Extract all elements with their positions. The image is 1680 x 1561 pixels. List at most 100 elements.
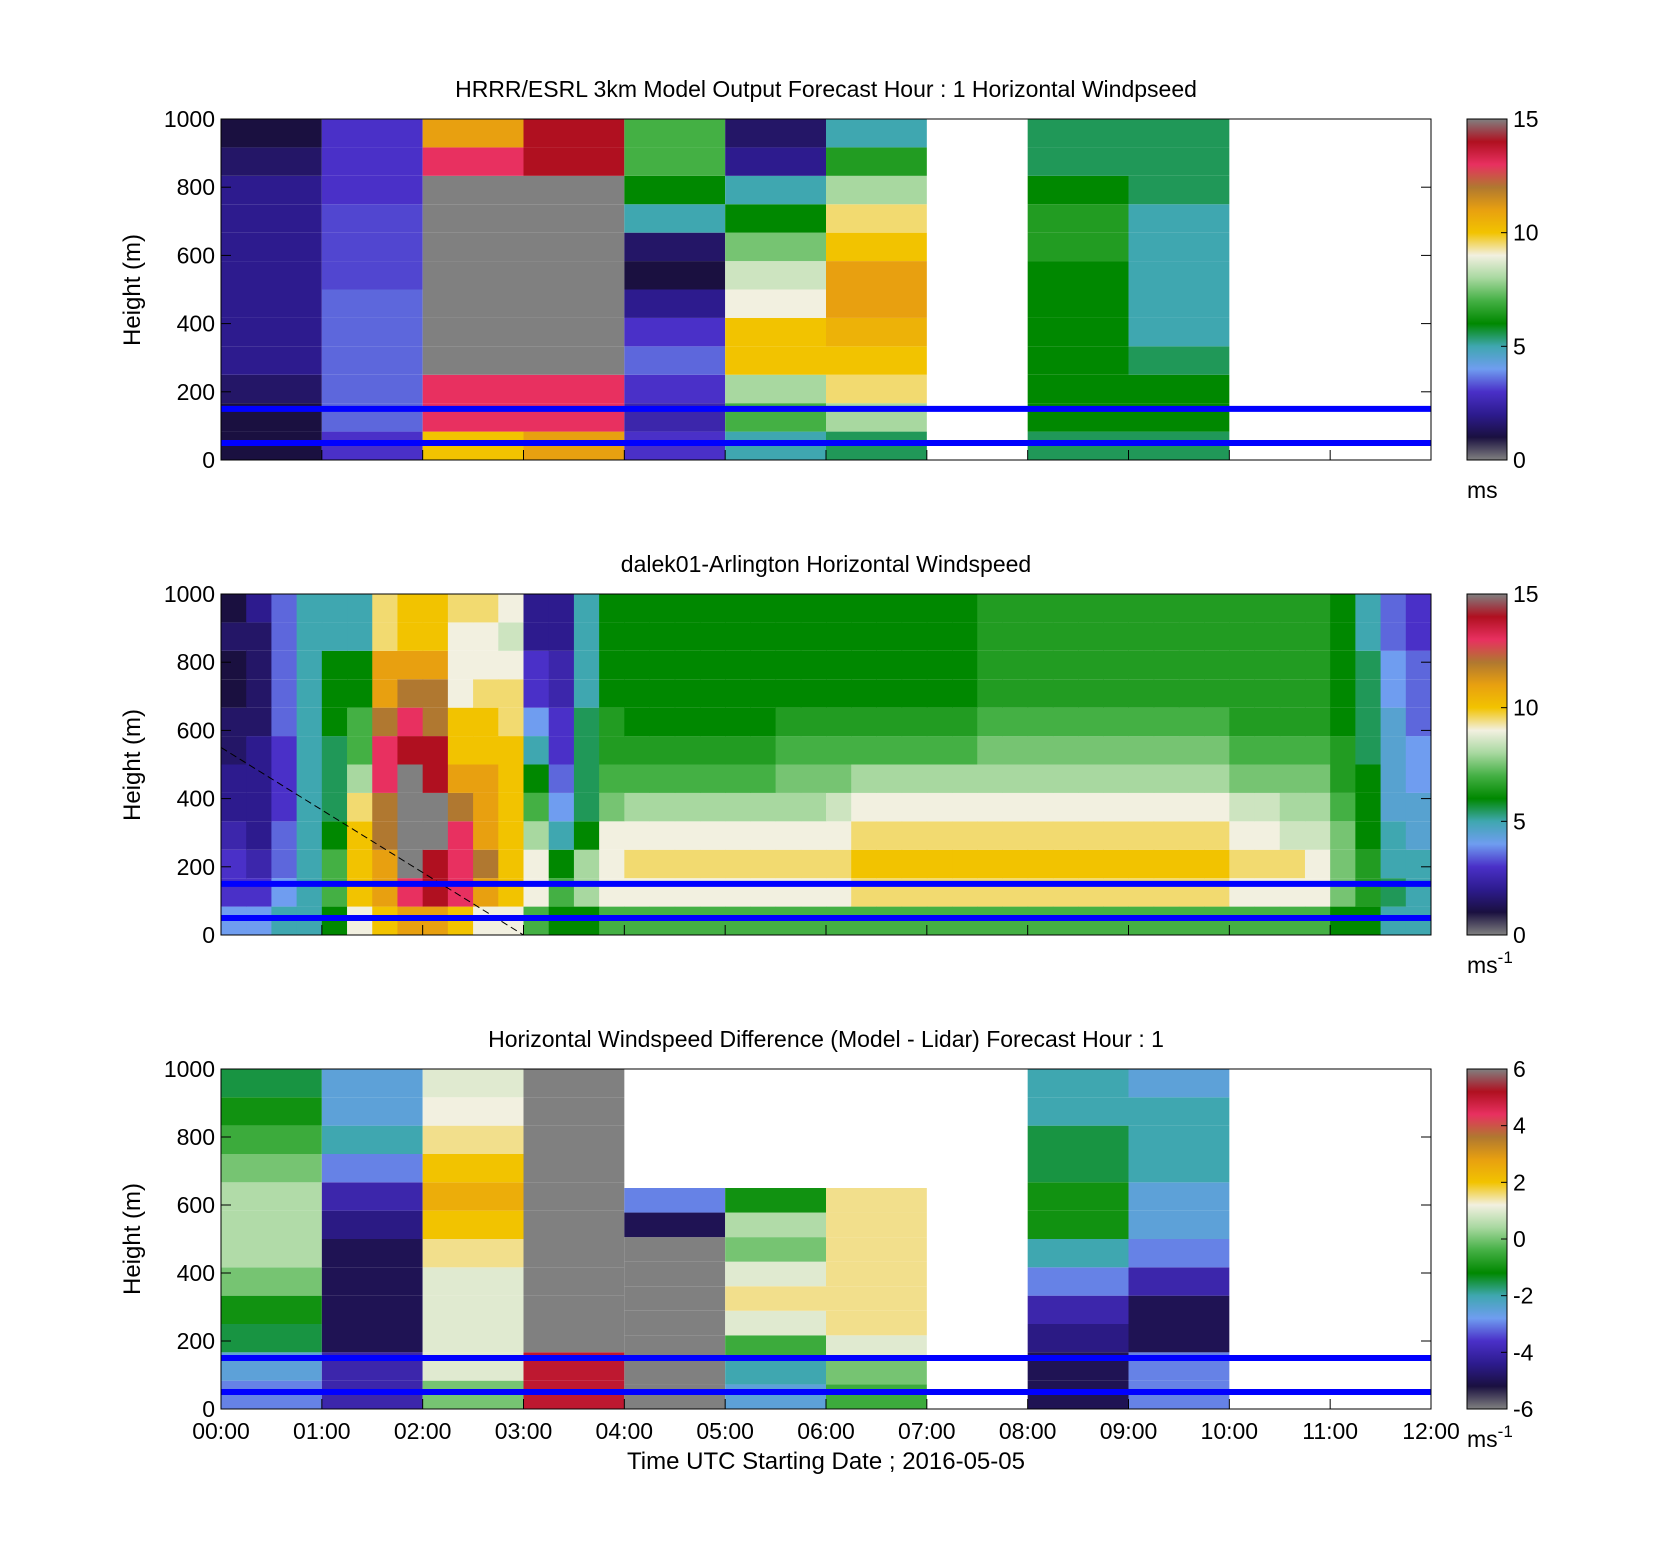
heatmap-cell: [523, 792, 550, 822]
heatmap-cell: [523, 119, 625, 148]
heatmap-cell: [1052, 707, 1079, 737]
heatmap-cell: [851, 707, 877, 737]
heatmap-cell: [876, 792, 903, 822]
heatmap-cell: [725, 289, 826, 318]
panel-2-y-ticks: 0 200 400 600 800 1000: [164, 581, 1431, 948]
heatmap-cell: [926, 821, 953, 850]
y-tick-label: 200: [177, 379, 215, 405]
heatmap-cell: [573, 622, 600, 651]
colorbar-unit-label: ms: [1467, 477, 1498, 503]
heatmap-cell: [826, 232, 927, 262]
x-tick-label: 12:00: [1402, 1418, 1460, 1444]
heatmap-cell: [1128, 1154, 1230, 1183]
heatmap-cell: [548, 594, 575, 623]
heatmap-cell: [826, 707, 852, 737]
heatmap-cell: [750, 679, 777, 708]
panel-1-reference-lines: [221, 405, 1431, 446]
heatmap-cell: [523, 346, 625, 375]
heatmap-cell: [296, 594, 323, 623]
heatmap-cell: [1330, 792, 1356, 822]
heatmap-cell: [321, 1210, 423, 1239]
heatmap-cell: [372, 622, 398, 651]
heatmap-cell: [725, 679, 751, 708]
heatmap-cell: [1380, 764, 1407, 793]
heatmap-cell: [725, 119, 826, 148]
x-tick-label: 08:00: [999, 1418, 1057, 1444]
heatmap-cell: [1204, 707, 1230, 737]
heatmap-cell: [926, 849, 953, 879]
colorbar-tick-label: 6: [1513, 1056, 1526, 1082]
heatmap-cell: [826, 622, 852, 651]
heatmap-cell: [1204, 594, 1230, 623]
heatmap-cell: [750, 622, 777, 651]
heatmap-cell: [271, 821, 298, 850]
heatmap-cell: [523, 261, 625, 290]
heatmap-cell: [1355, 650, 1382, 680]
heatmap-cell: [221, 821, 247, 850]
heatmap-cell: [624, 175, 726, 205]
heatmap-cell: [1178, 736, 1205, 765]
colorbar-tick-label: 15: [1513, 581, 1539, 607]
heatmap-cell: [498, 792, 524, 822]
heatmap-cell: [826, 1384, 927, 1409]
heatmap-cell: [422, 204, 524, 233]
heatmap-cell: [498, 707, 524, 737]
heatmap-cell: [1380, 707, 1407, 737]
heatmap-cell: [372, 650, 398, 680]
heatmap-cell: [1002, 764, 1029, 793]
heatmap-cell: [775, 707, 802, 737]
panel-lidar-windspeed: dalek01-Arlington Horizontal Windspeed 0…: [119, 551, 1539, 978]
heatmap-cell: [447, 594, 474, 623]
heatmap-cell: [826, 317, 927, 347]
heatmap-cell: [397, 849, 424, 879]
heatmap-cell: [296, 650, 323, 680]
heatmap-cell: [800, 594, 827, 623]
heatmap-cell: [1355, 821, 1382, 850]
heatmap-cell: [826, 1188, 927, 1213]
heatmap-cell: [1254, 849, 1281, 879]
heatmap-cell: [725, 346, 826, 375]
heatmap-cell: [1279, 650, 1306, 680]
heatmap-cell: [573, 679, 600, 708]
heatmap-cell: [800, 792, 827, 822]
x-tick-label: 02:00: [394, 1418, 452, 1444]
heatmap-cell: [725, 1286, 826, 1311]
heatmap-cell: [1027, 289, 1129, 318]
heatmap-cell: [725, 707, 751, 737]
heatmap-cell: [221, 679, 247, 708]
heatmap-cell: [750, 707, 777, 737]
y-tick-label: 1000: [164, 581, 215, 607]
heatmap-cell: [321, 679, 348, 708]
heatmap-cell: [624, 119, 726, 148]
heatmap-cell: [473, 792, 499, 822]
panel-1-y-ticks: 0 200 400 600 800 1000: [164, 106, 1431, 473]
heatmap-cell: [422, 1295, 524, 1324]
heatmap-cell: [750, 764, 777, 793]
heatmap-cell: [347, 764, 373, 793]
heatmap-cell: [674, 707, 701, 737]
heatmap-cell: [750, 736, 777, 765]
heatmap-cell: [775, 764, 802, 793]
heatmap-cell: [321, 119, 423, 148]
heatmap-cell: [977, 792, 1003, 822]
heatmap-cell: [775, 792, 802, 822]
heatmap-cell: [523, 849, 550, 879]
heatmap-cell: [1204, 821, 1230, 850]
heatmap-cell: [573, 650, 600, 680]
heatmap-cell: [1128, 1239, 1230, 1268]
heatmap-cell: [523, 679, 550, 708]
heatmap-cell: [271, 594, 298, 623]
heatmap-cell: [473, 707, 499, 737]
colorbar-tick-label: 5: [1513, 333, 1526, 359]
heatmap-cell: [624, 261, 726, 290]
heatmap-cell: [296, 707, 323, 737]
heatmap-cell: [599, 792, 625, 822]
heatmap-cell: [1204, 792, 1230, 822]
heatmap-cell: [750, 792, 777, 822]
heatmap-cell: [473, 736, 499, 765]
heatmap-cell: [321, 707, 348, 737]
heatmap-cell: [1380, 679, 1407, 708]
heatmap-cell: [725, 1310, 826, 1336]
heatmap-cell: [1027, 1324, 1129, 1353]
heatmap-cell: [523, 374, 625, 404]
